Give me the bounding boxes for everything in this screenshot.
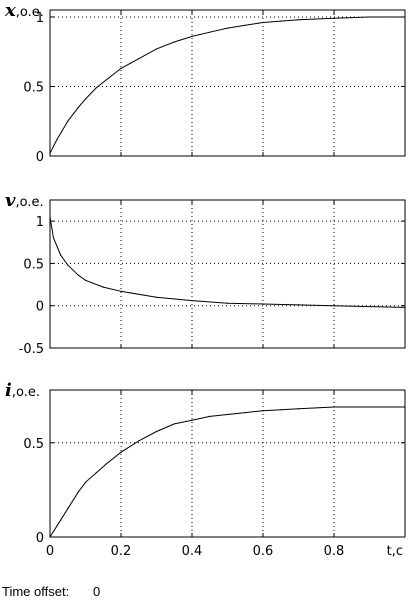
x-tick-label: 0.6 [253, 544, 274, 559]
data-point [84, 279, 87, 281]
y-tick-label: 1 [36, 215, 44, 230]
data-point [315, 18, 317, 20]
data-point [333, 406, 335, 408]
data-point [155, 296, 158, 298]
data-point [95, 87, 97, 89]
y-tick-label: 0 [36, 531, 44, 546]
data-point [244, 24, 246, 26]
y-tick-label: 0.5 [23, 437, 44, 452]
data-point [106, 78, 108, 81]
panel-v: -0.5 0 0.5 1 v,o.e. [5, 190, 406, 357]
data-point [351, 17, 353, 19]
data-point [209, 31, 211, 33]
data-point [173, 423, 175, 425]
data-point [95, 472, 97, 474]
y-tick-label: 1 [36, 11, 44, 26]
data-point [138, 440, 140, 442]
data-point [56, 525, 58, 527]
data-point [49, 536, 51, 538]
data-point [191, 419, 193, 421]
data-point [56, 245, 58, 248]
y-tick-label: 0 [36, 150, 44, 165]
x-axis-label: t,c [387, 544, 403, 559]
data-point [120, 451, 122, 453]
y-axis-label-i: i,o.e. [5, 380, 40, 401]
data-point [404, 306, 406, 309]
y-tick-label: -0.5 [19, 342, 44, 357]
data-point [155, 48, 158, 50]
data-point [84, 98, 87, 100]
time-offset-value: 0 [93, 584, 100, 599]
x-tick-label: 0.4 [182, 544, 203, 559]
time-offset-label: Time offset: [2, 584, 69, 599]
data-point [84, 481, 87, 483]
data-point [226, 27, 229, 29]
data-point [60, 254, 62, 256]
data-point [191, 35, 193, 38]
x-tick-label: 0.8 [324, 544, 345, 559]
data-point [297, 304, 300, 306]
axes-frame [49, 389, 406, 538]
data-point [67, 508, 69, 510]
data-point [333, 17, 335, 19]
data-point [49, 152, 51, 154]
axes-frame [49, 199, 406, 349]
data-point [173, 41, 175, 43]
data-point [368, 16, 371, 18]
data-point [333, 305, 335, 307]
data-point [67, 264, 69, 266]
data-point [368, 406, 371, 408]
panel-i: 0 0.5 i,o.e. [5, 380, 406, 546]
data-point [120, 67, 122, 69]
data-point [262, 303, 264, 305]
y-tick-label: 0.5 [23, 257, 44, 272]
y-tick-label: 0 [36, 300, 44, 315]
data-point [280, 20, 282, 22]
data-point [77, 106, 79, 108]
x-tick-label: 0 [46, 544, 54, 559]
data-point [52, 237, 55, 239]
data-point [106, 462, 108, 465]
x-tick-label: 0.2 [111, 544, 132, 559]
data-point [351, 406, 353, 408]
axes-frame [49, 9, 406, 157]
data-point [404, 16, 406, 18]
data-point [297, 408, 300, 410]
data-point [262, 21, 264, 24]
data-point [262, 410, 264, 412]
data-point [404, 406, 406, 408]
data-point [226, 302, 229, 304]
data-point [280, 409, 282, 411]
y-tick-label: 0.5 [23, 80, 44, 95]
panel-x: 0 0.5 1x,o.e. [4, 0, 406, 165]
data-point [77, 491, 79, 493]
data-point [155, 430, 158, 433]
data-point [226, 413, 229, 416]
series-line [49, 216, 406, 308]
data-point [102, 286, 104, 288]
data-point [49, 216, 51, 218]
data-point [77, 274, 79, 276]
y-axis-label-v: v,o.e. [5, 190, 44, 211]
data-point [67, 120, 69, 122]
data-point [368, 305, 371, 308]
data-point [56, 138, 58, 140]
y-axis-label-x: x,o.e. [4, 0, 44, 21]
data-point [386, 16, 388, 18]
data-point [138, 58, 140, 60]
data-point [297, 19, 300, 21]
data-point [191, 300, 193, 302]
series-line [49, 16, 405, 154]
data-point [315, 407, 317, 409]
data-point [386, 406, 388, 408]
data-point [244, 412, 246, 414]
data-point [120, 290, 122, 292]
data-point [209, 415, 211, 417]
series-line [49, 406, 405, 538]
